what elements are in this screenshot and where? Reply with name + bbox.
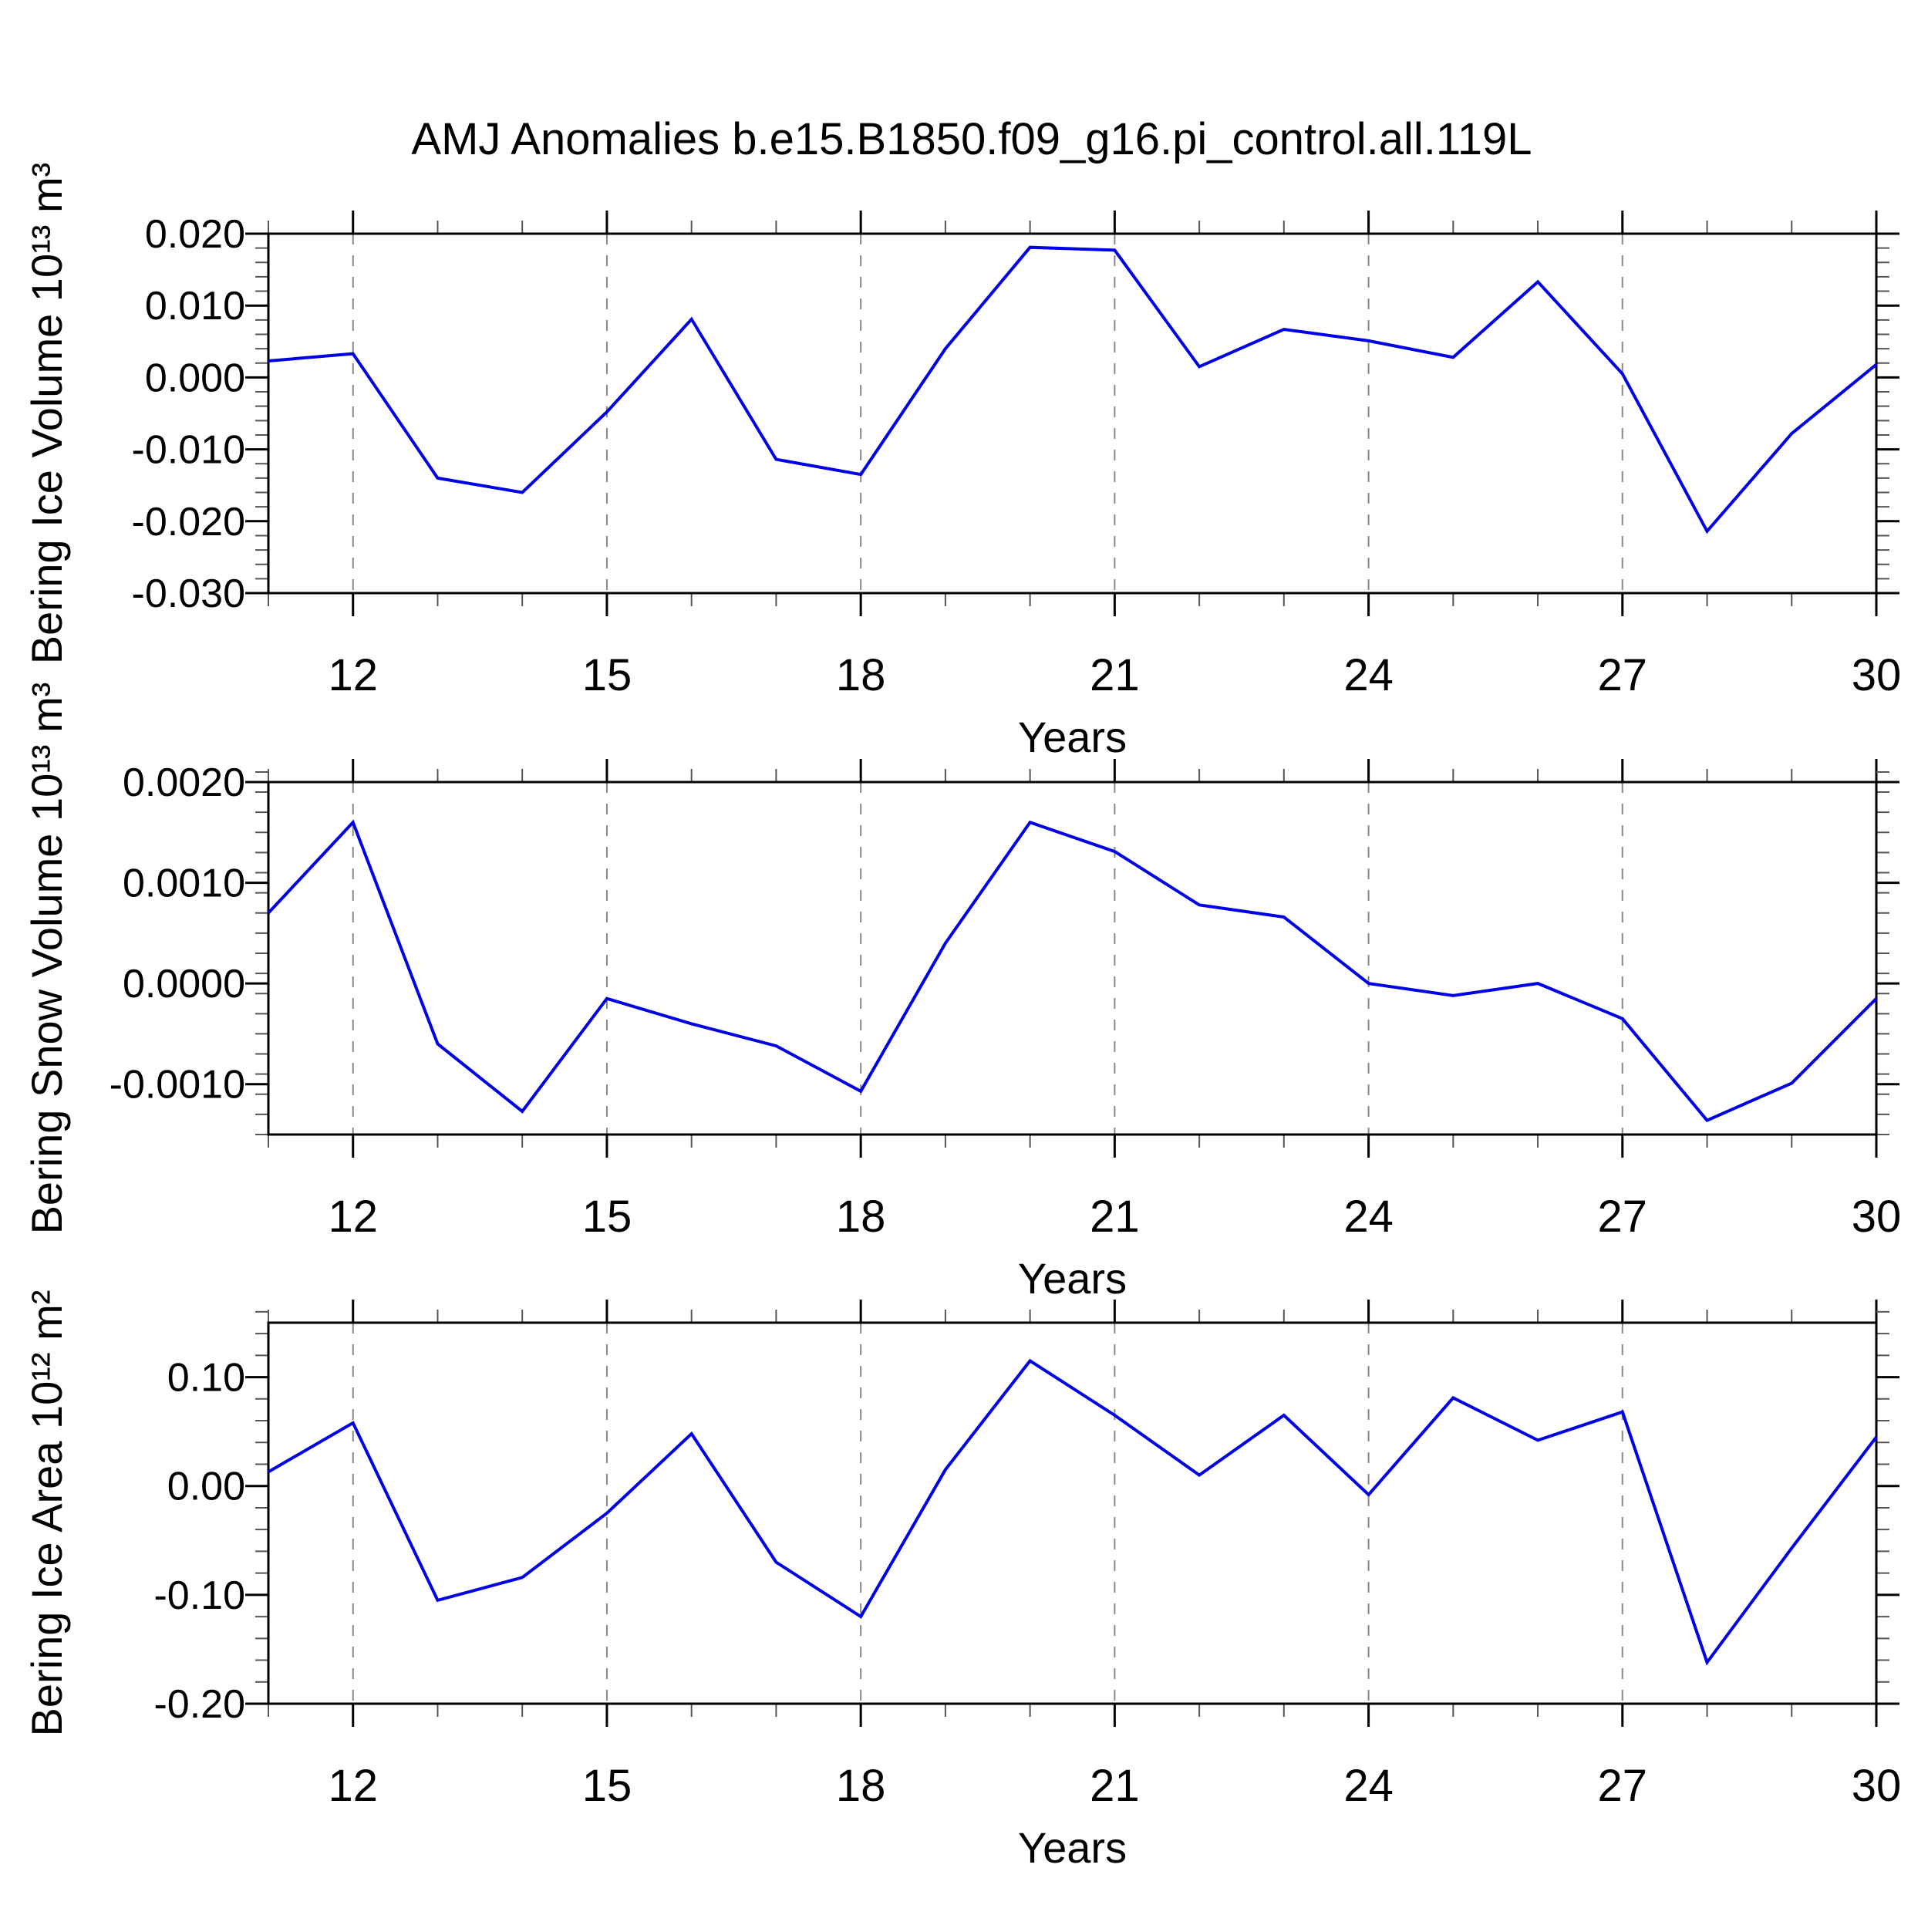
x-tick-label: 30 [1852,650,1902,700]
x-tick-label: 24 [1343,1761,1394,1811]
y-tick-label: 0.020 [145,212,245,257]
y-tick-label: -0.20 [153,1682,245,1727]
series-line-bering-ice-area [267,1358,1878,1666]
x-axis-label-years-top: Years [1018,713,1127,761]
y-tick-label: 0.10 [167,1356,245,1401]
y-tick-label: 0.0010 [123,861,245,906]
x-tick-label: 15 [582,1192,632,1242]
y-tick-label: 0.0020 [123,760,245,805]
y-tick-label: -0.0010 [110,1063,245,1108]
chart-title: AMJ Anomalies b.e15.B1850.f09_g16.pi_con… [411,114,1532,164]
y-axis-label-ice-area: Bering Ice Area 10¹² m² [22,1290,71,1737]
x-tick-label: 12 [328,1761,378,1811]
y-tick-label: 0.00 [167,1465,245,1509]
panel-border [267,781,1878,1136]
y-tick-label: -0.030 [132,572,245,616]
x-tick-label: 21 [1090,650,1140,700]
y-tick-label: -0.10 [153,1573,245,1618]
panel-border [267,1321,1878,1705]
x-tick-label: 18 [836,1761,886,1811]
x-tick-label: 30 [1852,1761,1902,1811]
x-tick-label: 18 [836,1192,886,1242]
x-tick-label: 12 [328,1192,378,1242]
x-tick-label: 18 [836,650,886,700]
x-tick-label: 12 [328,650,378,700]
y-axis-label-snow-volume: Bering Snow Volume 10¹³ m³ [22,683,71,1235]
panel-border [267,232,1878,595]
y-axis-label-ice-volume: Bering Ice Volume 10¹³ m³ [22,163,71,664]
x-axis-label-years-middle: Years [1018,1254,1127,1303]
x-tick-label: 24 [1343,1192,1394,1242]
y-tick-label: -0.020 [132,500,245,545]
x-axis-label-years-bottom: Years [1018,1823,1127,1872]
x-tick-label: 21 [1090,1192,1140,1242]
x-tick-label: 27 [1598,1192,1648,1242]
y-tick-label: -0.010 [132,428,245,473]
panels-group: 0.020 0.010 0.000 -0.010 -0.020 -0.030 12 15 18 2… [110,211,1902,1811]
x-tick-label: 15 [582,650,632,700]
y-tick-label: 0.000 [145,356,245,400]
x-tick-label: 30 [1852,1192,1902,1242]
x-tick-label: 21 [1090,1761,1140,1811]
x-tick-label: 15 [582,1761,632,1811]
y-tick-label: 0.0000 [123,962,245,1006]
y-tick-label: 0.010 [145,284,245,329]
series-line-bering-snow-volume [267,819,1878,1123]
x-tick-label: 27 [1598,1761,1648,1811]
x-tick-label: 27 [1598,650,1648,700]
x-tick-label: 24 [1343,650,1394,700]
series-line-bering-ice-volume [268,245,1878,534]
